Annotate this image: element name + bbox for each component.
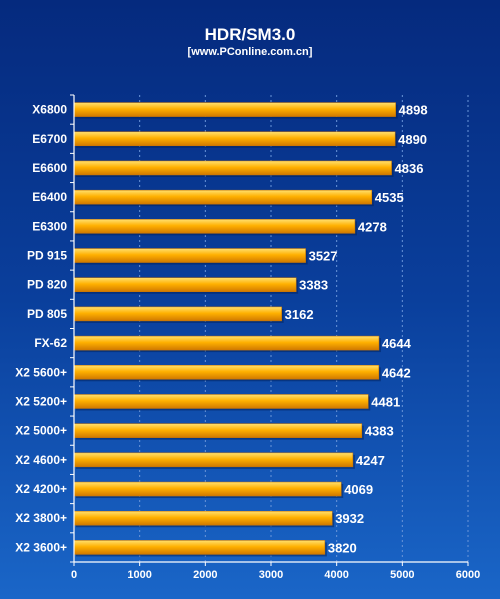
category-label: X6800 (32, 103, 67, 117)
category-label: PD 820 (27, 278, 67, 292)
category-label: X2 4200+ (15, 482, 67, 496)
category-label: E6400 (32, 190, 67, 204)
category-label: X2 4600+ (15, 453, 67, 467)
value-label: 4898 (399, 103, 428, 118)
value-label: 3820 (328, 540, 357, 555)
bar (73, 481, 342, 497)
bar (73, 394, 369, 409)
value-label: 4644 (382, 336, 412, 351)
category-label: X2 5200+ (15, 394, 67, 408)
x-tick-label: 4000 (324, 569, 348, 581)
x-tick-label: 2000 (193, 569, 217, 581)
bar (73, 365, 380, 380)
category-label: X2 3800+ (15, 511, 67, 525)
x-tick-label: 1000 (127, 569, 151, 581)
category-label: PD 915 (27, 249, 67, 263)
bar (73, 510, 333, 526)
bar (73, 335, 380, 351)
bar (73, 248, 306, 263)
value-label: 3383 (299, 278, 328, 293)
bar (73, 540, 326, 555)
chart-subtitle: [www.PConline.com.cn] (188, 46, 313, 58)
x-tick-label: 6000 (456, 569, 480, 581)
value-label: 4642 (382, 365, 411, 380)
bar (73, 452, 354, 468)
bar (73, 131, 396, 147)
category-label: PD 805 (27, 307, 67, 321)
value-label: 3162 (285, 307, 314, 322)
bar (73, 423, 363, 438)
x-tick-label: 3000 (259, 569, 283, 581)
bar (73, 160, 392, 176)
value-label: 4278 (358, 219, 387, 234)
bars (73, 102, 398, 557)
bar (73, 219, 356, 234)
value-label: 4535 (375, 190, 404, 205)
category-label: X2 5000+ (15, 424, 67, 438)
value-label: 4836 (395, 161, 424, 176)
category-label: E6300 (32, 219, 67, 233)
bar (73, 277, 297, 292)
x-tick-label: 0 (71, 569, 77, 581)
x-tick-label: 5000 (390, 569, 414, 581)
axes: X6800 4898 E6700 4890 E6600 4836 E6400 4535 E630… (15, 94, 480, 581)
value-label: 4481 (371, 394, 400, 409)
bar (73, 306, 282, 322)
value-label: 3527 (309, 249, 338, 264)
value-label: 4069 (344, 482, 373, 497)
category-label: E6700 (32, 132, 67, 146)
category-label: X2 5600+ (15, 365, 67, 379)
bar (73, 189, 373, 205)
category-label: FX-62 (34, 336, 67, 350)
value-label: 3932 (335, 511, 364, 526)
value-label: 4247 (356, 453, 385, 468)
bar (73, 102, 396, 117)
category-label: X2 3600+ (15, 540, 67, 554)
category-label: E6600 (32, 161, 67, 175)
chart-title: HDR/SM3.0 (205, 25, 296, 44)
value-label: 4383 (365, 424, 394, 439)
value-label: 4890 (398, 132, 427, 147)
